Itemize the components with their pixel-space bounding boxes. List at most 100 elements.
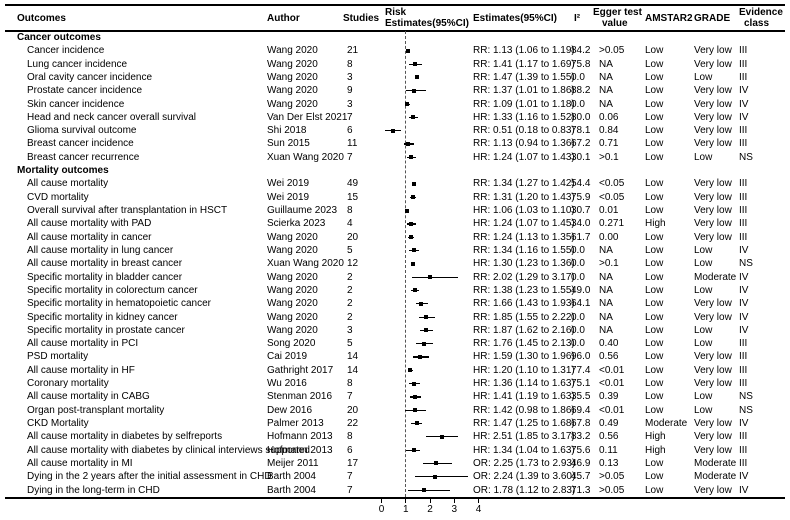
author-label: Wang 2020 xyxy=(267,311,318,323)
amstar2-rating: Low xyxy=(645,111,664,123)
header-rule xyxy=(5,30,785,32)
evidence-class: III xyxy=(739,205,748,217)
egger-value: 0.271 xyxy=(599,218,625,230)
evidence-class: III xyxy=(739,364,748,376)
outcome-label: Specific mortality in colorectum cancer xyxy=(27,284,198,296)
outcome-label: All cause mortality in CABG xyxy=(27,391,150,403)
col-header-outcomes: Outcomes xyxy=(17,13,66,24)
evidence-class: III xyxy=(739,218,748,230)
estimate-text: RR: 0.51 (0.18 to 0.83) xyxy=(473,125,575,137)
outcome-label: Breast cancer recurrence xyxy=(27,151,140,163)
point-estimate-marker xyxy=(413,394,418,399)
i2-value: 45.7 xyxy=(571,471,591,483)
outcome-label: All cause mortality in breast cancer xyxy=(27,258,183,270)
egger-value: 0.84 xyxy=(599,125,619,137)
author-label: Dew 2016 xyxy=(267,404,313,416)
studies-count: 21 xyxy=(347,45,359,57)
studies-count: 7 xyxy=(347,151,353,163)
ci-line xyxy=(408,489,450,491)
section-label: Mortality outcomes xyxy=(17,165,109,177)
egger-value: >0.05 xyxy=(599,471,625,483)
evidence-class: III xyxy=(739,351,748,363)
author-label: Wu 2016 xyxy=(267,378,307,390)
grade-rating: Low xyxy=(694,391,713,403)
outcome-label: All cause mortality with PAD xyxy=(27,218,152,230)
evidence-class: IV xyxy=(739,417,749,429)
i2-value: 75.1 xyxy=(571,378,591,390)
egger-value: NA xyxy=(599,284,613,296)
point-estimate-marker xyxy=(422,488,427,493)
studies-count: 6 xyxy=(347,444,353,456)
point-estimate-marker xyxy=(410,261,415,266)
egger-value: 0.49 xyxy=(599,417,619,429)
egger-value: 0.56 xyxy=(599,431,619,443)
evidence-class: III xyxy=(739,231,748,243)
grade-rating: Very low xyxy=(694,58,732,70)
evidence-class: IV xyxy=(739,85,749,97)
grade-rating: Very low xyxy=(694,218,732,230)
evidence-class: IV xyxy=(739,298,749,310)
amstar2-rating: Low xyxy=(645,138,664,150)
point-estimate-marker xyxy=(412,381,416,386)
estimate-text: RR: 1.13 (0.94 to 1.36) xyxy=(473,138,575,150)
point-estimate-marker xyxy=(411,115,416,120)
evidence-class: III xyxy=(739,125,748,137)
estimate-text: RR: 2.02 (1.29 to 3.17) xyxy=(473,271,575,283)
egger-value: >0.1 xyxy=(599,151,619,163)
amstar2-rating: Low xyxy=(645,231,664,243)
estimate-text: HR: 1.06 (1.03 to 1.10) xyxy=(473,205,575,217)
grade-rating: Moderate xyxy=(694,471,737,483)
bottom-rule-axis-line xyxy=(5,497,785,499)
egger-value: NA xyxy=(599,324,613,336)
amstar2-rating: Low xyxy=(645,298,664,310)
amstar2-rating: Low xyxy=(645,284,664,296)
outcome-label: All cause mortality with diabetes by cli… xyxy=(27,444,310,456)
i2-value: 30.7 xyxy=(571,205,591,217)
evidence-class: III xyxy=(739,178,748,190)
col-header-risk-line1: Risk xyxy=(385,7,407,18)
amstar2-rating: Low xyxy=(645,191,664,203)
studies-count: 5 xyxy=(347,244,353,256)
studies-count: 2 xyxy=(347,284,353,296)
evidence-class: III xyxy=(739,71,748,83)
author-label: Xuan Wang 2020 xyxy=(267,151,344,163)
top-rule xyxy=(5,4,785,6)
egger-value: 0.11 xyxy=(599,444,618,456)
author-label: Wang 2020 xyxy=(267,284,318,296)
i2-value: 54.4 xyxy=(571,178,591,190)
outcome-label: Dying in the long-term in CHD xyxy=(27,484,160,496)
amstar2-rating: Low xyxy=(645,378,664,390)
i2-value: 77.4 xyxy=(571,364,591,376)
col-header-egger-line1: Egger test xyxy=(593,7,642,18)
grade-rating: Very low xyxy=(694,311,732,323)
grade-rating: Very low xyxy=(694,191,732,203)
outcome-label: Breast cancer incidence xyxy=(27,138,134,150)
egger-value: >0.05 xyxy=(599,45,625,57)
col-header-amstar2: AMSTAR2 xyxy=(645,13,693,24)
estimate-text: RR: 1.41 (1.17 to 1.69) xyxy=(473,58,575,70)
point-estimate-marker xyxy=(410,195,415,200)
i2-value: 84.2 xyxy=(571,45,591,57)
grade-rating: Very low xyxy=(694,298,732,310)
col-header-studies: Studies xyxy=(343,13,380,24)
studies-count: 3 xyxy=(347,71,353,83)
point-estimate-marker xyxy=(413,408,418,413)
egger-value: 0.01 xyxy=(599,205,619,217)
col-header-evidence-line2: class xyxy=(744,18,770,29)
reference-line-at-1 xyxy=(405,31,406,497)
grade-rating: Very low xyxy=(694,98,732,110)
estimate-text: RR: 1.37 (1.01 to 1.86) xyxy=(473,85,575,97)
i2-value: 71.3 xyxy=(571,484,591,496)
i2-value: 0.0 xyxy=(571,244,585,256)
evidence-class: III xyxy=(739,444,748,456)
i2-value: 88.2 xyxy=(571,85,591,97)
author-label: Palmer 2013 xyxy=(267,417,324,429)
estimate-text: RR: 1.87 (1.62 to 2.16) xyxy=(473,324,575,336)
egger-value: 0.39 xyxy=(599,391,619,403)
outcome-label: All cause mortality in cancer xyxy=(27,231,152,243)
author-label: Van Der Elst 2021 xyxy=(267,111,348,123)
estimate-text: RR: 1.42 (0.98 to 1.86) xyxy=(473,404,575,416)
studies-count: 8 xyxy=(347,378,353,390)
evidence-class: IV xyxy=(739,471,749,483)
point-estimate-marker xyxy=(409,221,414,226)
